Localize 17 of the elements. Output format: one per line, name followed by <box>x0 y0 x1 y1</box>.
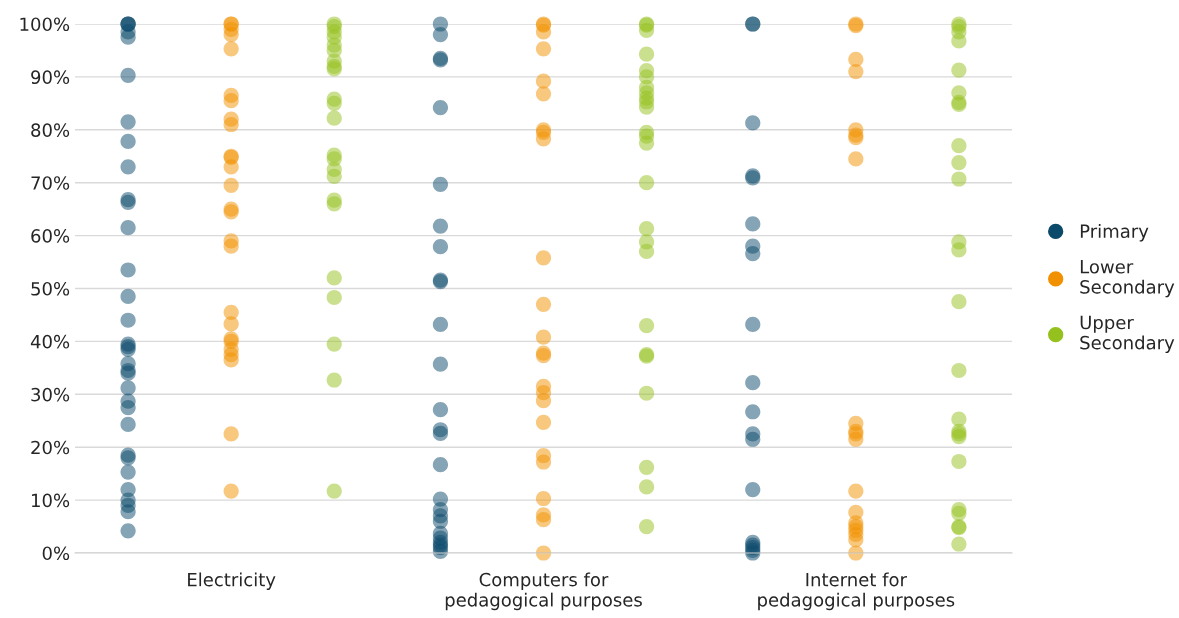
y-tick-label: 70% <box>31 176 70 190</box>
legend-label: Lower Secondary <box>1080 260 1175 298</box>
x-tick-label: Electricity <box>188 572 276 590</box>
x-tick-label: Computers for pedagogical purposes <box>445 572 642 611</box>
y-tick-label: 80% <box>31 123 70 137</box>
y-tick-label: 90% <box>31 70 70 85</box>
y-tick-label: 0% <box>42 546 70 561</box>
y-tick-label: 40% <box>30 334 70 349</box>
y-tick-label: 60% <box>31 229 70 243</box>
y-tick-label: 50% <box>31 281 70 296</box>
legend-label: Primary <box>1080 224 1149 242</box>
legend-label: Upper Secondary <box>1080 315 1175 353</box>
y-tick-label: 10% <box>31 493 70 508</box>
x-tick-label: Internet for pedagogical purposes <box>758 572 955 611</box>
y-tick-label: 100% <box>20 17 70 32</box>
y-tick-label: 30% <box>31 387 70 402</box>
y-tick-label: 20% <box>31 440 70 455</box>
